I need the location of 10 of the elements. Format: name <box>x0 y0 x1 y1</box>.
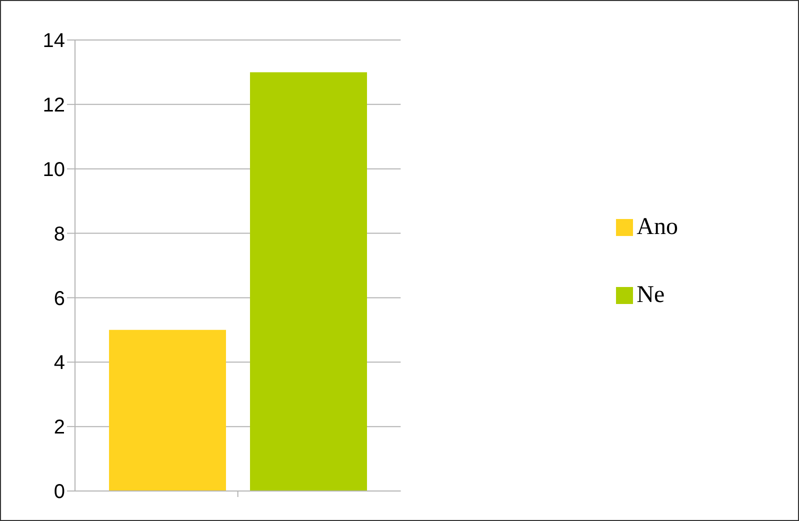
y-tick-label: 14 <box>42 30 65 52</box>
y-tick-label: 12 <box>42 94 65 117</box>
y-tick-label: 6 <box>54 288 65 310</box>
y-tick-label: 2 <box>54 416 65 439</box>
y-tick-label: 8 <box>54 223 65 246</box>
legend-label: Ne <box>636 282 665 308</box>
legend-label: Ano <box>636 214 678 240</box>
y-tick-label: 4 <box>54 352 65 374</box>
y-tick-label: 10 <box>42 158 65 181</box>
y-tick-label: 0 <box>54 481 65 504</box>
